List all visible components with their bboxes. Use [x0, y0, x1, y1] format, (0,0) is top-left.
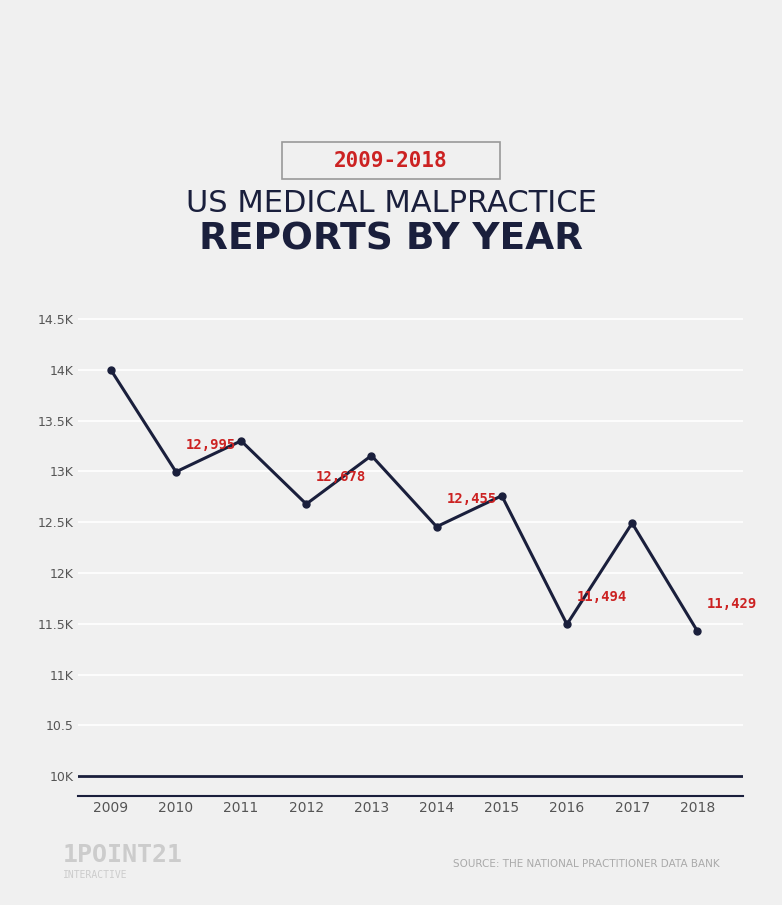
- Text: 12,678: 12,678: [316, 470, 366, 484]
- Text: 1POINT21: 1POINT21: [63, 843, 182, 867]
- Text: REPORTS BY YEAR: REPORTS BY YEAR: [199, 222, 583, 258]
- Text: 11,494: 11,494: [576, 590, 627, 604]
- Text: INTERACTIVE: INTERACTIVE: [63, 870, 127, 881]
- Text: 12,455: 12,455: [447, 492, 497, 507]
- Text: 2009-2018: 2009-2018: [334, 150, 448, 171]
- FancyBboxPatch shape: [282, 142, 500, 179]
- Text: 12,995: 12,995: [185, 437, 236, 452]
- Text: US MEDICAL MALPRACTICE: US MEDICAL MALPRACTICE: [185, 189, 597, 218]
- Text: SOURCE: THE NATIONAL PRACTITIONER DATA BANK: SOURCE: THE NATIONAL PRACTITIONER DATA B…: [453, 859, 719, 870]
- Text: 11,429: 11,429: [707, 596, 757, 611]
